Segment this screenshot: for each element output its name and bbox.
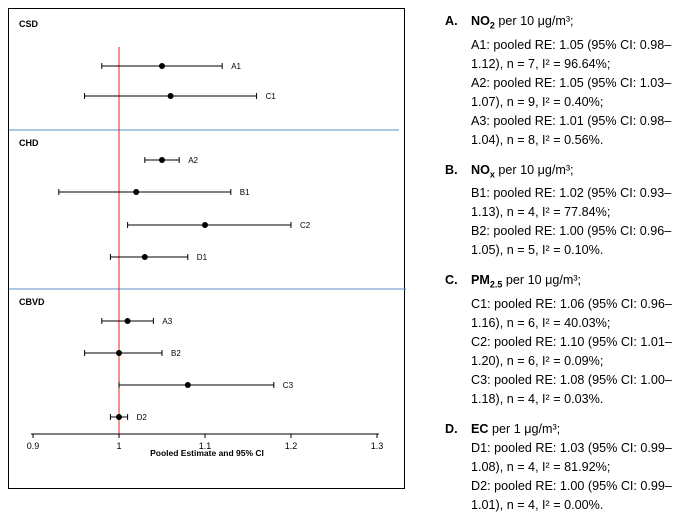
legend-line: D1: pooled RE: 1.03 (95% CI: 0.99– [471,440,672,455]
legend-title: PM2.5 per 10 μg/m³; [471,271,581,295]
estimate-point-d2 [116,414,122,420]
legend-title: NO2 per 10 μg/m³; [471,12,574,36]
estimate-point-c1 [167,93,174,99]
estimate-point-b1 [133,189,140,195]
row-label-c3: C3 [283,381,294,390]
legend-line: 1.12), n = 7, I² = 96.64%; [471,56,611,71]
x-tick-label: 1.2 [285,441,298,451]
x-axis-label: Pooled Estimate and 95% CI [150,448,264,458]
estimate-point-a2 [159,157,165,163]
estimate-point-c3 [184,382,191,388]
legend-pollutant-subscript: 2 [489,20,495,31]
row-label-c2: C2 [300,221,311,230]
legend-line: 1.01), n = 4, I² = 0.00%. [471,497,604,512]
legend-line: 1.05), n = 5, I² = 0.10%. [471,243,604,258]
legend-pollutant: NO [471,14,490,28]
legend-line: 1.16), n = 6, I² = 40.03%; [471,315,611,330]
group-title-chd: CHD [19,138,39,148]
legend-letter: B. [445,162,458,177]
legend-panel: A. NO2 per 10 μg/m³; A1: pooled RE: 1.05 (… [445,12,685,526]
row-label-a1: A1 [231,62,241,71]
estimate-point-a1 [159,63,165,69]
legend-line: A2: pooled RE: 1.05 (95% CI: 1.03– [471,75,672,90]
legend-section: D. EC per 1 μg/m³; D1: pooled RE: 1.03 (95… [445,420,685,515]
x-tick-label: 0.9 [27,441,40,451]
legend-line: D2: pooled RE: 1.00 (95% CI: 0.99– [471,478,672,493]
legend-title: NOx per 10 μg/m³; [471,161,574,185]
forest-plot-panel: CSD A1 C1 CHD A2 B1 C2 D1 CBVD A3 B2 C3 D2 0.9 1 1.1 1.2… [8,8,406,489]
x-tick-label: 1 [116,441,121,451]
estimate-point-c2 [202,222,208,228]
estimate-point-b2 [116,350,122,356]
legend-pollutant: NO [471,162,490,177]
legend-line: A1: pooled RE: 1.05 (95% CI: 0.98– [471,37,672,52]
legend-line: B1: pooled RE: 1.02 (95% CI: 0.93– [471,186,672,201]
legend-unit: per 10 μg/m³; [494,162,574,177]
row-label-d2: D2 [137,413,148,422]
legend-letter: C. [445,273,458,288]
legend-unit: per 10 μg/m³; [502,273,582,288]
row-label-c1: C1 [266,92,277,101]
x-tick-label: 1.3 [371,441,384,451]
legend-pollutant: PM [471,273,490,288]
estimate-point-d1 [141,254,148,260]
row-label-b1: B1 [240,188,250,197]
legend-letter: A. [445,14,458,28]
legend-pollutant-subscript: 2.5 [489,279,503,290]
legend-heading: B. NOx per 10 μg/m³; [445,161,685,185]
legend-section: C. PM2.5 per 10 μg/m³; C1: pooled RE: 1.06… [445,271,685,409]
legend-line: 1.04), n = 8, I² = 0.56%. [471,132,604,147]
legend-unit: per 1 μg/m³; [488,421,561,436]
legend-heading: D. EC per 1 μg/m³; [445,420,685,439]
estimate-point-a3 [124,318,131,324]
legend-pollutant: EC [471,421,489,436]
legend-line: C2: pooled RE: 1.10 (95% CI: 1.01– [471,334,672,349]
row-label-b2: B2 [171,349,181,358]
legend-line: A3: pooled RE: 1.01 (95% CI: 0.98– [471,113,672,128]
forest-plot: CSD A1 C1 CHD A2 B1 C2 D1 CBVD A3 B2 C3 D2 0.9 1 1.1 1.2… [9,19,406,458]
row-label-a2: A2 [188,156,198,165]
legend-line: 1.07), n = 9, I² = 0.40%; [471,94,604,109]
legend-heading: A. NO2 per 10 μg/m³; [445,12,685,36]
legend-section: B. NOx per 10 μg/m³; B1: pooled RE: 1.02 (… [445,161,685,261]
legend-section: A. NO2 per 10 μg/m³; A1: pooled RE: 1.05 (… [445,12,685,150]
legend-title: EC per 1 μg/m³; [471,420,560,439]
group-title-cbvd: CBVD [19,297,45,307]
legend-line: 1.20), n = 6, I² = 0.09%; [471,353,604,368]
legend-pollutant-subscript: x [489,169,495,180]
legend-line: C1: pooled RE: 1.06 (95% CI: 0.96– [471,296,672,311]
legend-line: 1.18), n = 4, I² = 0.03%. [471,391,604,406]
legend-line: 1.13), n = 4, I² = 77.84%; [471,205,611,220]
legend-line: 1.08), n = 4, I² = 81.92%; [471,459,611,474]
legend-heading: C. PM2.5 per 10 μg/m³; [445,271,685,295]
legend-line: C3: pooled RE: 1.08 (95% CI: 1.00– [471,372,672,387]
x-tick-label: 1.1 [199,441,212,451]
legend-unit: per 10 μg/m³; [494,14,574,28]
group-title-csd: CSD [19,19,39,29]
row-label-d1: D1 [197,253,208,262]
row-label-a3: A3 [162,317,172,326]
legend-line: B2: pooled RE: 1.00 (95% CI: 0.96– [471,224,672,239]
legend-letter: D. [445,421,458,436]
